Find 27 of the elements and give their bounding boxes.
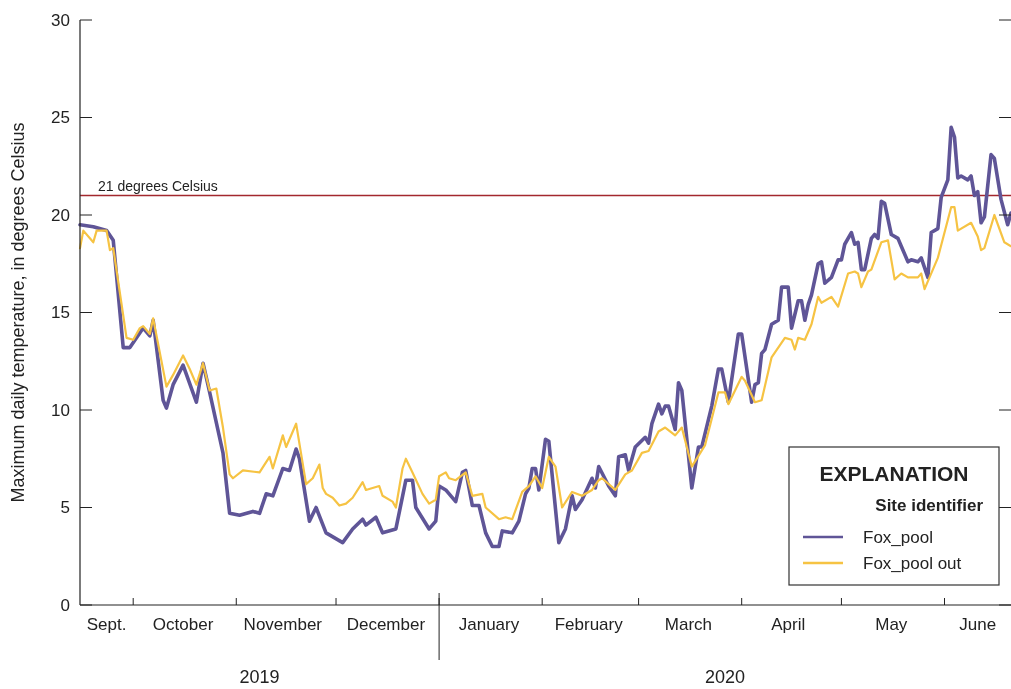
text: 2019 — [239, 667, 280, 687]
y-axis-title: Maximum daily temperature, in degrees Celsius — [8, 122, 28, 503]
ref-line-label: 21 degrees Celsius — [98, 177, 218, 194]
y-tick-label: 20 — [51, 205, 70, 225]
x-tick-label: Sept. — [86, 615, 127, 634]
x-tick-label: June — [959, 615, 997, 634]
x-tick-label: March — [664, 615, 713, 634]
y-tick-label: 15 — [51, 303, 70, 323]
legend-title: Site identifier — [875, 496, 984, 515]
x-tick-label: January — [458, 615, 520, 634]
x-tick-label: October — [152, 615, 214, 634]
x-tick-label: December — [346, 615, 426, 634]
legend-label: Fox_pool out — [863, 553, 962, 573]
annotation: EXPLANATION — [819, 462, 969, 485]
y-tick-label: 5 — [60, 498, 70, 518]
line-series — [78, 206, 1011, 521]
y-tick-label: 10 — [51, 400, 70, 420]
y-tick-label: 0 — [60, 595, 70, 615]
line-series — [78, 125, 1011, 549]
x-tick-label: May — [875, 615, 908, 634]
x-tick-label: April — [771, 615, 806, 634]
y-tick-label: 30 — [51, 10, 70, 30]
x-tick-label: February — [554, 615, 624, 634]
text: 2020 — [705, 667, 746, 687]
x-tick-label: November — [243, 615, 323, 634]
legend-label: Fox_pool — [863, 527, 933, 547]
y-tick-label: 25 — [51, 108, 70, 128]
